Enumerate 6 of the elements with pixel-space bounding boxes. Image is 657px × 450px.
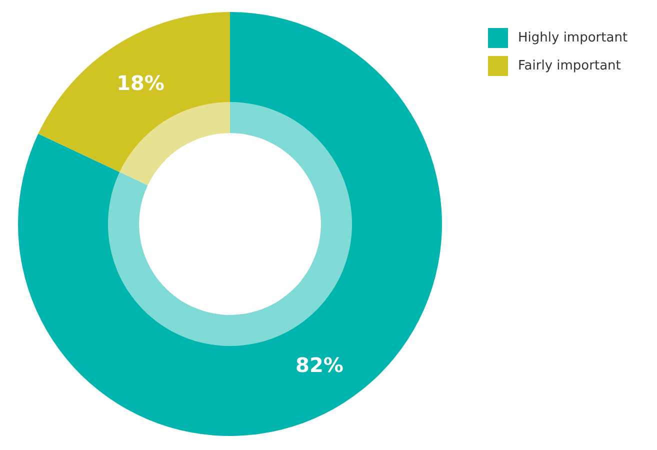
donut-slice — [18, 12, 442, 436]
legend-label: Highly important — [518, 30, 628, 46]
data-label: 18% — [116, 70, 164, 95]
donut-slice — [38, 12, 230, 186]
legend-label: Fairly important — [518, 58, 621, 74]
data-label: 82% — [296, 353, 344, 378]
